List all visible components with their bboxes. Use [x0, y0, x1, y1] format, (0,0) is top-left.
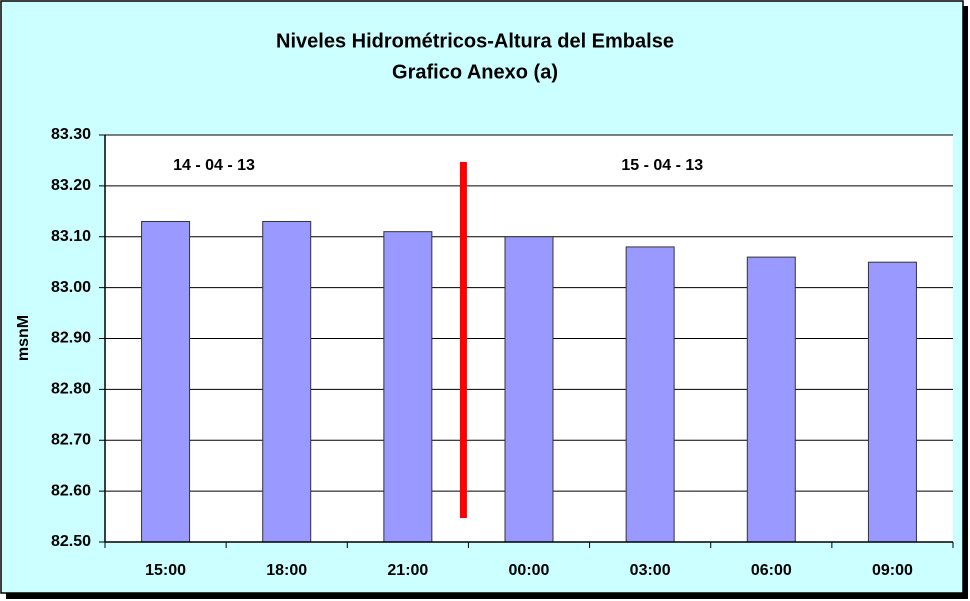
x-tick-label: 18:00: [266, 562, 307, 579]
y-tick-label: 82.50: [51, 533, 91, 550]
annotation: 15 - 04 - 13: [621, 157, 703, 174]
y-tick-label: 82.90: [51, 330, 91, 347]
y-tick-label: 83.20: [51, 177, 91, 194]
chart-subtitle: Grafico Anexo (a): [392, 61, 558, 83]
y-tick-label: 83.10: [51, 228, 91, 245]
bar: [746, 256, 796, 543]
bar: [625, 246, 675, 543]
y-tick-label: 82.80: [51, 381, 91, 398]
x-tick-label: 09:00: [872, 562, 913, 579]
x-tick-label: 03:00: [630, 562, 671, 579]
y-axis-label: msnM: [15, 315, 32, 361]
y-tick-label: 82.60: [51, 482, 91, 499]
x-tick-label: 00:00: [509, 562, 550, 579]
x-tick-label: 06:00: [751, 562, 792, 579]
chart-title: Niveles Hidrométricos-Altura del Embalse: [276, 30, 674, 52]
bar: [262, 220, 312, 543]
bar: [867, 261, 917, 543]
y-tick-label: 83.30: [51, 126, 91, 143]
bar: [383, 231, 433, 543]
y-tick-label: 83.00: [51, 279, 91, 296]
x-tick-label: 15:00: [145, 562, 186, 579]
bar: [504, 236, 554, 543]
bar: [141, 220, 191, 543]
y-tick-label: 82.70: [51, 431, 91, 448]
x-tick-label: 21:00: [387, 562, 428, 579]
annotation: 14 - 04 - 13: [173, 157, 255, 174]
